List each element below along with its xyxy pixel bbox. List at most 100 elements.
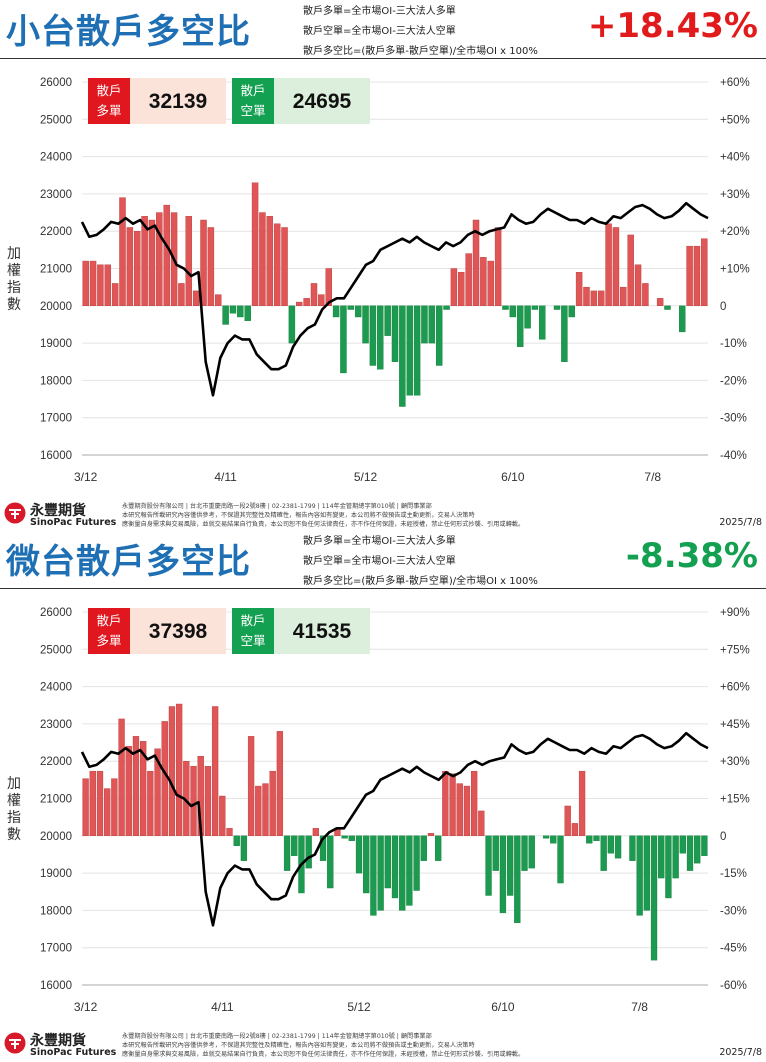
ratio-bar (694, 835, 701, 864)
ratio-bar (470, 770, 478, 837)
short-value-box (274, 78, 370, 124)
ratio-bar (104, 788, 111, 836)
ratio-bar (233, 835, 240, 846)
ratio-bar (132, 736, 140, 836)
ratio-bar (465, 253, 472, 307)
ratio-bar (89, 770, 96, 837)
ratio-bar (509, 305, 517, 318)
ratio-bar (443, 305, 450, 310)
left-tick-label: 17000 (40, 413, 72, 425)
long-badge (88, 78, 130, 124)
ratio-bar (207, 227, 215, 307)
disclaimer-line: 本研究報告所載研究內容僅供參考，不保證其完整性及精確性，報告內容如有變更，本公司… (122, 512, 475, 519)
ratio-bar (175, 703, 183, 837)
ratio-bar (564, 805, 571, 837)
y-axis-label-char: 數 (7, 827, 21, 843)
ratio-bar (327, 835, 334, 889)
ratio-bar (524, 305, 531, 329)
ratio-bar (97, 264, 104, 307)
ratio-bar (82, 260, 89, 306)
ratio-bar (612, 227, 620, 307)
ratio-bar (303, 298, 310, 306)
ratio-bar (363, 835, 370, 894)
disclaimer-line: 應衡量自身需求與交易風險，並就交易結果自行負責，本公司恕不負任何法律責任，亦不作… (122, 521, 525, 528)
ratio-bar (312, 828, 320, 836)
ratio-bar (427, 833, 435, 837)
ratio-bar (499, 835, 507, 914)
x-tick-label: 7/8 (631, 1000, 648, 1014)
brand-name: 永豐期貨 (30, 1033, 86, 1049)
ratio-bar (332, 305, 340, 318)
ratio-bar (487, 260, 494, 306)
left-tick-label: 20000 (40, 301, 72, 313)
left-tick-label: 23000 (40, 719, 72, 731)
ratio-bar (168, 706, 176, 837)
ratio-bar (435, 305, 443, 366)
right-tick-label: +20% (720, 226, 750, 238)
definitions: 散戶多單=全市場OI-三大法人多單 散戶空單=全市場OI-三大法人空單 散戶多空… (303, 532, 538, 592)
ratio-bar (226, 828, 233, 836)
ratio-bar (229, 305, 237, 314)
left-tick-label: 20000 (40, 831, 72, 843)
ratio-bar (521, 835, 528, 871)
ratio-bar (384, 305, 391, 336)
right-tick-label: +90% (720, 607, 750, 619)
ratio-bar (583, 286, 590, 306)
ratio-bar (369, 305, 377, 366)
ratio-bar (296, 301, 303, 307)
ratio-bar (325, 268, 332, 306)
ratio-bar (219, 795, 226, 837)
ratio-bar (247, 736, 255, 836)
divider-line (0, 58, 766, 59)
ratio-bar (96, 770, 104, 837)
x-tick-label: 5/12 (354, 470, 378, 484)
ratio-bar (627, 234, 634, 306)
ratio-bar (636, 835, 643, 916)
divider-line (0, 588, 766, 589)
ratio-bar (185, 216, 193, 306)
right-tick-label: 0 (720, 301, 726, 313)
disclaimer-line: 本研究報告所載研究內容僅供參考，不保證其完整性及精確性，報告內容如有變更，本公司… (122, 1042, 475, 1049)
ratio-bar (435, 835, 442, 861)
ratio-bar (575, 272, 583, 306)
disclaimer: 永豐期貨股份有限公司 | 台北市重慶南路一段2號8樓 | 02-2381-179… (122, 1032, 642, 1059)
short-value-box (274, 608, 370, 654)
ratio-bar (200, 219, 207, 306)
ratio-bar (629, 835, 636, 861)
right-tick-label: -40% (720, 450, 747, 462)
ratio-bar (215, 294, 222, 307)
ratio-bar (650, 835, 658, 961)
ratio-chart: 16000 17000 18000 19000 20000 21000 22000 23000… (7, 77, 750, 484)
right-tick-label: 0 (720, 831, 726, 843)
ratio-bar (178, 283, 185, 306)
ratio-bar (283, 835, 291, 871)
y-axis-label-char: 權 (7, 793, 21, 809)
ratio-bar (341, 835, 348, 839)
ratio-bar (318, 294, 325, 307)
x-tick-label: 4/11 (211, 1000, 234, 1014)
footer: 永豐期貨 SinoPac Futures 永豐期貨股份有限公司 | 台北市重慶南… (0, 1028, 766, 1062)
ratio-bar (679, 305, 686, 333)
sinopac-logo-icon (4, 1032, 26, 1054)
left-tick-label: 18000 (40, 375, 72, 387)
right-tick-label: -20% (720, 375, 747, 387)
ratio-bar (399, 305, 406, 407)
ratio-bar (693, 245, 701, 306)
x-tick-label: 5/12 (347, 1000, 371, 1014)
right-tick-label: +60% (720, 682, 750, 694)
ratio-bar (276, 731, 284, 837)
ratio-bar (480, 257, 487, 306)
ratio-bar (255, 785, 262, 836)
left-tick-label: 24000 (40, 682, 72, 694)
ratio-bar (377, 835, 384, 911)
ratio-bar (262, 783, 269, 837)
ratio-bar (420, 835, 427, 861)
right-tick-label: +50% (720, 114, 750, 126)
short-badge (232, 78, 274, 124)
ratio-bar (634, 264, 642, 307)
ratio-bar (590, 290, 598, 307)
ratio-bar (269, 770, 276, 837)
report-date: 2025/7/8 (719, 517, 762, 528)
right-tick-label: +40% (720, 152, 750, 164)
brand-name: 永豐期貨 (30, 503, 86, 519)
